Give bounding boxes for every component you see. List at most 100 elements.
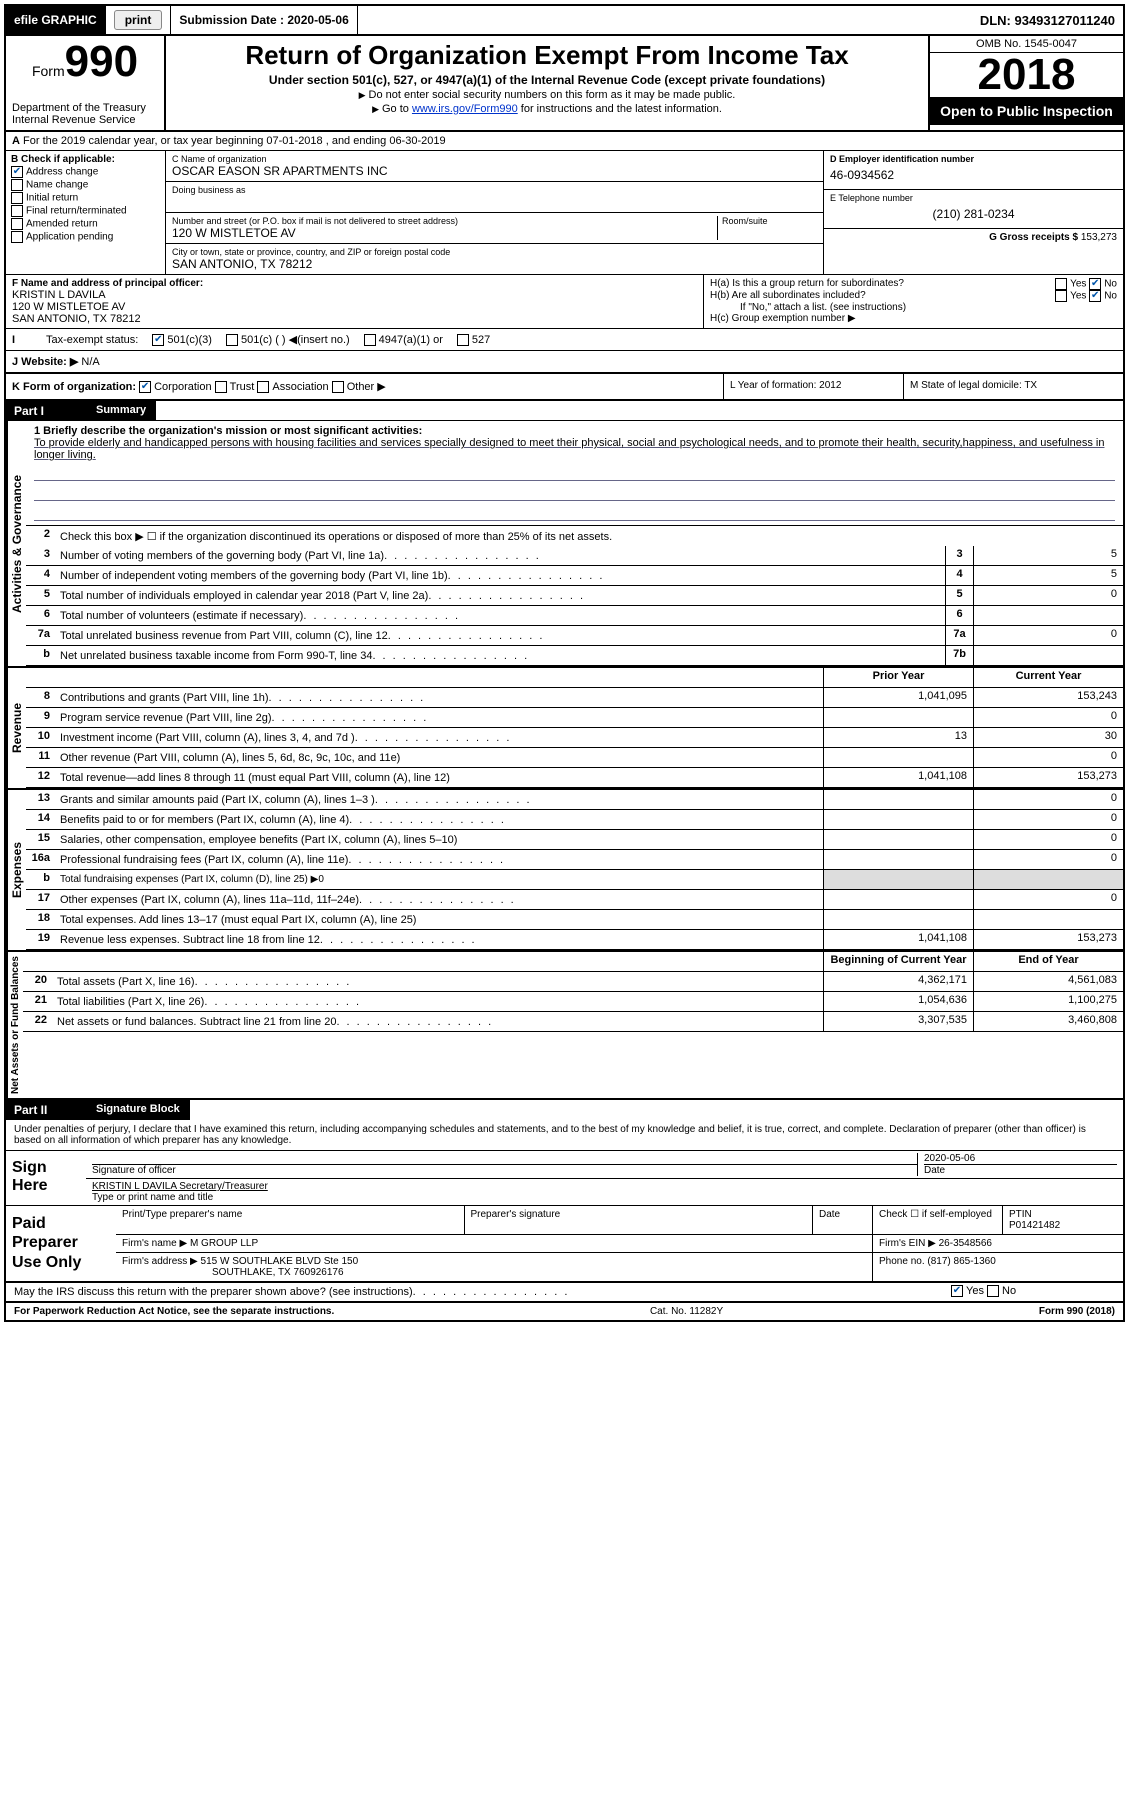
chk-trust[interactable]: Trust xyxy=(215,381,255,393)
officer-name: KRISTIN L DAVILA xyxy=(12,289,697,301)
curr-13: 0 xyxy=(973,790,1123,809)
chk-application[interactable]: Application pending xyxy=(11,231,160,243)
chk-name[interactable]: Name change xyxy=(11,179,160,191)
box-e: E Telephone number (210) 281-0234 xyxy=(824,190,1123,229)
box-h: H(a) Is this a group return for subordin… xyxy=(703,275,1123,328)
chk-4947[interactable]: 4947(a)(1) or xyxy=(364,334,443,346)
curr-11: 0 xyxy=(973,748,1123,767)
prior-10: 13 xyxy=(823,728,973,747)
top-bar: efile GRAPHIC print Submission Date : 20… xyxy=(6,6,1123,36)
end-22: 3,460,808 xyxy=(973,1012,1123,1031)
form-word: Form xyxy=(32,63,65,79)
footer-left: For Paperwork Reduction Act Notice, see … xyxy=(14,1306,334,1317)
sign-date: 2020-05-06 xyxy=(924,1153,1117,1164)
val-4: 5 xyxy=(973,566,1123,585)
addr-cell: Number and street (or P.O. box if mail i… xyxy=(166,213,823,244)
city-cell: City or town, state or province, country… xyxy=(166,244,823,274)
page-footer: For Paperwork Reduction Act Notice, see … xyxy=(6,1303,1123,1320)
vert-rev: Revenue xyxy=(6,668,26,788)
vert-net: Net Assets or Fund Balances xyxy=(6,952,23,1098)
gross-receipts: 153,273 xyxy=(1081,232,1117,243)
org-name: OSCAR EASON SR APARTMENTS INC xyxy=(172,164,817,178)
form-title: Return of Organization Exempt From Incom… xyxy=(172,40,922,71)
net-assets: Net Assets or Fund Balances Beginning of… xyxy=(6,952,1123,1098)
sign-here-row: Sign Here Signature of officer2020-05-06… xyxy=(6,1151,1123,1206)
activities-governance: Activities & Governance 1 Briefly descri… xyxy=(6,421,1123,668)
firm-name: M GROUP LLP xyxy=(190,1238,258,1249)
end-20: 4,561,083 xyxy=(973,972,1123,991)
penalties-text: Under penalties of perjury, I declare th… xyxy=(6,1120,1123,1151)
telephone: (210) 281-0234 xyxy=(830,203,1117,225)
print-cell: print xyxy=(106,6,172,34)
chk-501c[interactable]: 501(c) ( ) ◀(insert no.) xyxy=(226,333,350,346)
open-public-label: Open to Public Inspection xyxy=(930,97,1123,125)
curr-16a: 0 xyxy=(973,850,1123,869)
box-m: M State of legal domicile: TX xyxy=(903,374,1123,399)
discuss-no[interactable] xyxy=(987,1285,999,1297)
discuss-row: May the IRS discuss this return with the… xyxy=(6,1283,1123,1303)
form-subtitle: Under section 501(c), 527, or 4947(a)(1)… xyxy=(172,73,922,87)
dba-cell: Doing business as xyxy=(166,182,823,213)
box-l: L Year of formation: 2012 xyxy=(723,374,903,399)
irs-link[interactable]: www.irs.gov/Form990 xyxy=(412,103,518,115)
beg-22: 3,307,535 xyxy=(823,1012,973,1031)
paid-preparer-row: Paid Preparer Use Only Print/Type prepar… xyxy=(6,1206,1123,1283)
chk-amended[interactable]: Amended return xyxy=(11,218,160,230)
firm-ein: 26-3548566 xyxy=(939,1238,992,1249)
curr-9: 0 xyxy=(973,708,1123,727)
curr-17: 0 xyxy=(973,890,1123,909)
curr-12: 153,273 xyxy=(973,768,1123,787)
chk-527[interactable]: 527 xyxy=(457,334,490,346)
part2-header: Part II Signature Block xyxy=(6,1098,1123,1120)
dept-label: Department of the Treasury Internal Reve… xyxy=(12,102,158,126)
val-5: 0 xyxy=(973,586,1123,605)
beg-21: 1,054,636 xyxy=(823,992,973,1011)
org-address: 120 W MISTLETOE AV xyxy=(172,226,717,240)
form-header: Form990 Department of the Treasury Inter… xyxy=(6,36,1123,132)
paid-preparer-label: Paid Preparer Use Only xyxy=(6,1206,116,1281)
box-c: C Name of organization OSCAR EASON SR AP… xyxy=(166,151,823,274)
chk-501c3[interactable]: 501(c)(3) xyxy=(152,334,212,346)
chk-address[interactable]: Address change xyxy=(11,166,160,178)
chk-final[interactable]: Final return/terminated xyxy=(11,205,160,217)
website-val: N/A xyxy=(81,356,99,368)
curr-10: 30 xyxy=(973,728,1123,747)
row-j: J Website: ▶ N/A xyxy=(6,351,1123,374)
footer-right: Form 990 (2018) xyxy=(1039,1306,1115,1317)
ein: 46-0934562 xyxy=(830,164,1117,186)
curr-14: 0 xyxy=(973,810,1123,829)
curr-8: 153,243 xyxy=(973,688,1123,707)
vert-exp: Expenses xyxy=(6,790,26,950)
firm-phone: (817) 865-1360 xyxy=(927,1256,995,1267)
box-d: D Employer identification number 46-0934… xyxy=(824,151,1123,190)
mission-text: To provide elderly and handicapped perso… xyxy=(34,437,1115,461)
prior-12: 1,041,108 xyxy=(823,768,973,787)
footer-mid: Cat. No. 11282Y xyxy=(334,1306,1039,1317)
discuss-yes[interactable] xyxy=(951,1285,963,1297)
box-b: B Check if applicable: Address change Na… xyxy=(6,151,166,274)
chk-other[interactable]: Other ▶ xyxy=(332,381,386,393)
chk-initial[interactable]: Initial return xyxy=(11,192,160,204)
info-grid: B Check if applicable: Address change Na… xyxy=(6,151,1123,275)
print-button[interactable]: print xyxy=(114,10,163,30)
val-7b xyxy=(973,646,1123,665)
tax-year: 2018 xyxy=(930,53,1123,97)
form-number: 990 xyxy=(65,37,138,86)
org-city: SAN ANTONIO, TX 78212 xyxy=(172,257,817,271)
val-7a: 0 xyxy=(973,626,1123,645)
chk-corp[interactable]: Corporation xyxy=(139,381,211,393)
part1-header: Part I Summary xyxy=(6,401,1123,421)
header-left: Form990 Department of the Treasury Inter… xyxy=(6,36,166,130)
right-col: D Employer identification number 46-0934… xyxy=(823,151,1123,274)
firm-addr: 515 W SOUTHLAKE BLVD Ste 150 xyxy=(201,1256,359,1267)
efile-label: efile GRAPHIC xyxy=(6,6,106,34)
header-center: Return of Organization Exempt From Incom… xyxy=(166,36,928,130)
val-6 xyxy=(973,606,1123,625)
note-link: Go to www.irs.gov/Form990 for instructio… xyxy=(172,103,922,115)
vert-gov: Activities & Governance xyxy=(6,421,26,666)
note-ssn: Do not enter social security numbers on … xyxy=(172,89,922,101)
submission-date: Submission Date : 2020-05-06 xyxy=(171,6,357,34)
curr-19: 153,273 xyxy=(973,930,1123,949)
chk-assoc[interactable]: Association xyxy=(257,381,328,393)
row-a: A For the 2019 calendar year, or tax yea… xyxy=(6,132,1123,151)
